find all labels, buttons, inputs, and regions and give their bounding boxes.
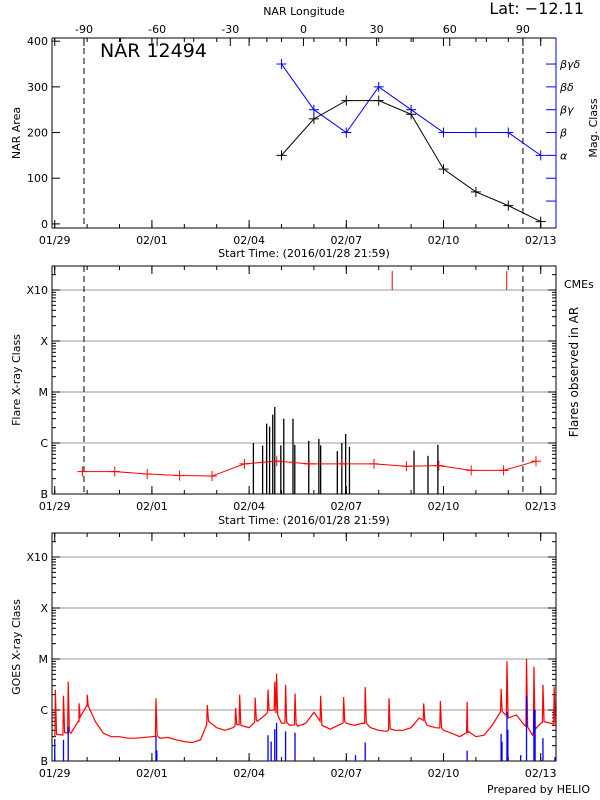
y-tick-label: 0 bbox=[41, 218, 48, 231]
mag-class-tick-label: β bbox=[559, 127, 567, 140]
longitude-tick-label: 60 bbox=[443, 23, 457, 36]
top-axis-label: NAR Longitude bbox=[263, 5, 345, 18]
y-tick-label: X10 bbox=[26, 284, 48, 297]
longitude-tick-label: -30 bbox=[221, 23, 239, 36]
credit-label: Prepared by HELIO bbox=[487, 783, 590, 796]
x-tick-label: 02/04 bbox=[233, 234, 265, 247]
y-tick-label: B bbox=[40, 755, 48, 768]
right-axis-label: Mag. Class bbox=[587, 98, 600, 157]
longitude-tick-label: 90 bbox=[516, 23, 530, 36]
x-tick-label: 01/29 bbox=[39, 500, 71, 513]
x-tick-label: 02/13 bbox=[525, 234, 557, 247]
mag-class-tick-label: βδ bbox=[559, 81, 574, 94]
cme-label: CMEs bbox=[564, 278, 594, 291]
y-tick-label: B bbox=[40, 488, 48, 501]
y-tick-label: C bbox=[40, 437, 48, 450]
x-axis-label: Start Time: (2016/01/28 21:59) bbox=[218, 514, 390, 527]
mag-class-tick-label: βγδ bbox=[559, 58, 581, 71]
y-tick-label: 200 bbox=[27, 127, 48, 140]
y-tick-label: X10 bbox=[26, 551, 48, 564]
y-tick-label: M bbox=[39, 386, 49, 399]
longitude-tick-label: 0 bbox=[300, 23, 307, 36]
y-tick-label: 300 bbox=[27, 81, 48, 94]
x-tick-label: 02/10 bbox=[428, 500, 460, 513]
latitude-label: Lat: −12.11 bbox=[489, 0, 584, 18]
x-tick-label: 02/10 bbox=[428, 767, 460, 780]
y-tick-label: X bbox=[40, 335, 48, 348]
goes-long-channel-line bbox=[54, 658, 557, 744]
y-tick-label: X bbox=[40, 602, 48, 615]
longitude-tick-label: -60 bbox=[148, 23, 166, 36]
x-tick-label: 02/07 bbox=[330, 234, 362, 247]
y-axis-label: NAR Area bbox=[10, 107, 23, 159]
longitude-tick-label: 30 bbox=[370, 23, 384, 36]
y-tick-label: M bbox=[39, 653, 49, 666]
y-tick-label: C bbox=[40, 704, 48, 717]
y-tick-label: 400 bbox=[27, 35, 48, 48]
chart-title: NAR 12494 bbox=[100, 40, 207, 62]
x-tick-label: 02/10 bbox=[428, 234, 460, 247]
longitude-tick-label: -90 bbox=[75, 23, 93, 36]
x-tick-label: 02/13 bbox=[525, 500, 557, 513]
right-axis-label: Flares observed in AR bbox=[567, 307, 581, 437]
x-tick-label: 02/04 bbox=[233, 500, 265, 513]
x-tick-label: 01/29 bbox=[39, 234, 71, 247]
mag-class-tick-label: α bbox=[560, 149, 568, 162]
x-axis-label: Start Time: (2016/01/28 21:59) bbox=[218, 247, 390, 260]
mag-class-tick-label: βγ bbox=[559, 104, 574, 117]
x-tick-label: 02/13 bbox=[525, 767, 557, 780]
x-tick-label: 02/01 bbox=[136, 234, 168, 247]
x-tick-label: 02/01 bbox=[136, 500, 168, 513]
y-axis-label: Flare X-ray Class bbox=[10, 334, 23, 426]
x-tick-label: 02/07 bbox=[330, 767, 362, 780]
x-tick-label: 02/01 bbox=[136, 767, 168, 780]
plot-frame bbox=[51, 532, 557, 762]
y-tick-label: 100 bbox=[27, 172, 48, 185]
x-tick-label: 02/07 bbox=[330, 500, 362, 513]
x-tick-label: 02/04 bbox=[233, 767, 265, 780]
x-tick-label: 01/29 bbox=[39, 767, 71, 780]
y-axis-label: GOES X-ray Class bbox=[10, 599, 23, 695]
plot-frame bbox=[51, 265, 557, 495]
